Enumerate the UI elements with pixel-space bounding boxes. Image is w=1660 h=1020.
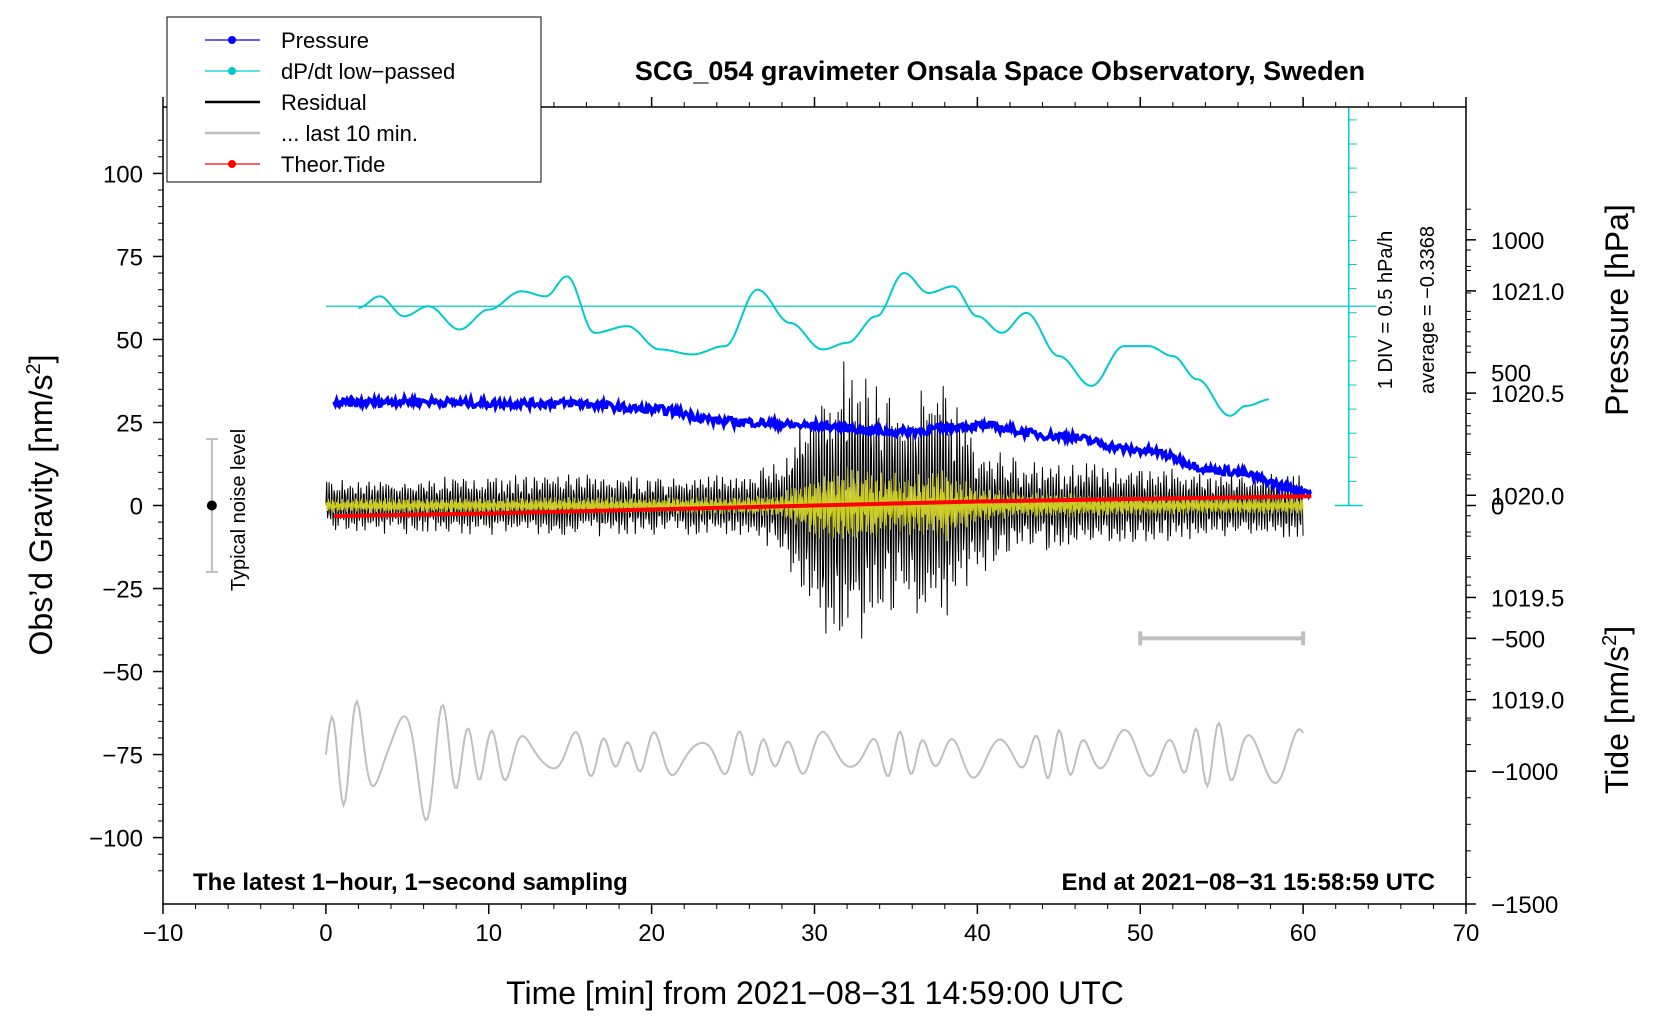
y-axis-label-tide-sup: 2 <box>1599 635 1621 646</box>
legend-label: Residual <box>281 90 367 115</box>
pressure-tick-label: 1019.5 <box>1491 585 1564 612</box>
legend-marker <box>228 160 236 168</box>
tide-tick-label: −1500 <box>1491 892 1558 919</box>
y-tick-label: −25 <box>102 577 143 604</box>
y-tick-label: −100 <box>89 826 143 853</box>
pressure-tick-label: 1019.0 <box>1491 688 1564 715</box>
y-axis-label-gravity: Obs’d Gravity [nm/s2] <box>23 355 59 656</box>
y-axis-label-tide-text: Tide [nm/s <box>1599 646 1635 794</box>
noise-level-label: Typical noise level <box>228 429 250 591</box>
x-tick-label: 20 <box>638 920 665 947</box>
y-axis-label-tide: Tide [nm/s2] <box>1599 626 1635 794</box>
x-tick-label: 40 <box>964 920 991 947</box>
x-tick-label: 60 <box>1290 920 1317 947</box>
dpdt-scale-label: 1 DIV = 0.5 hPa/h <box>1375 231 1397 389</box>
y-tick-label: 0 <box>130 494 143 521</box>
y-axis-label-gravity-end: ] <box>23 355 59 364</box>
series-theor-tide <box>333 494 1312 519</box>
x-tick-label: 70 <box>1453 920 1480 947</box>
series-pressure <box>332 390 1312 501</box>
tide-tick-label: −1000 <box>1491 759 1558 786</box>
y-tick-label: 75 <box>116 244 143 271</box>
legend-label: Pressure <box>281 28 369 53</box>
pressure-tick-label: 1020.0 <box>1491 483 1564 510</box>
tide-tick-label: 0 <box>1491 494 1504 521</box>
legend-label: Theor.Tide <box>281 152 385 177</box>
legend-box <box>166 16 542 183</box>
noise-bar-dot <box>206 500 217 511</box>
pressure-tick-label: 1020.5 <box>1491 381 1564 408</box>
plot-area <box>324 107 1377 822</box>
tide-tick-label: 500 <box>1491 361 1531 388</box>
y-tick-label: −75 <box>102 743 143 770</box>
legend-marker <box>228 36 236 44</box>
series-layer <box>324 107 1377 822</box>
tide-tick-label: −500 <box>1491 626 1545 653</box>
y-tick-label: 25 <box>116 410 143 437</box>
tide-tick-label: 1000 <box>1491 228 1544 255</box>
series-dpdt <box>358 271 1270 417</box>
bottom-right-note: End at 2021−08−31 15:58:59 UTC <box>1061 869 1435 896</box>
dpdt-average-label: average = −0.3368 <box>1417 226 1439 394</box>
y-axis-label-pressure: Pressure [hPa] <box>1599 204 1635 416</box>
legend: Pressure dP/dt low−passed Residual ... last… <box>166 16 542 183</box>
bottom-left-note: The latest 1−hour, 1−second sampling <box>193 869 628 896</box>
chart-title: SCG_054 gravimeter Onsala Space Observat… <box>635 56 1365 86</box>
legend-label: ... last 10 min. <box>281 121 418 146</box>
legend-label: dP/dt low−passed <box>281 59 455 84</box>
x-tick-label: 0 <box>319 920 332 947</box>
y-axis-label-gravity-text: Obs’d Gravity [nm/s <box>23 375 59 656</box>
x-tick-label: 10 <box>475 920 502 947</box>
y-tick-label: −50 <box>102 660 143 687</box>
legend-marker <box>228 67 236 75</box>
series-residual <box>325 361 1304 639</box>
y-tick-label: 50 <box>116 327 143 354</box>
x-tick-label: 50 <box>1127 920 1154 947</box>
y-tick-label: 100 <box>103 161 143 188</box>
series-last-10-min <box>324 699 1304 822</box>
axes-layer: −10 0 10 20 30 40 50 60 701007550250−25−50−75−10… <box>89 97 1564 947</box>
x-tick-label: 30 <box>801 920 828 947</box>
x-tick-label: −10 <box>143 920 184 947</box>
y-axis-label-gravity-sup: 2 <box>23 363 45 374</box>
pressure-tick-label: 1021.0 <box>1491 279 1564 306</box>
x-axis-label: Time [min] from 2021−08−31 14:59:00 UTC <box>506 975 1124 1011</box>
y-axis-label-tide-end: ] <box>1599 626 1635 635</box>
